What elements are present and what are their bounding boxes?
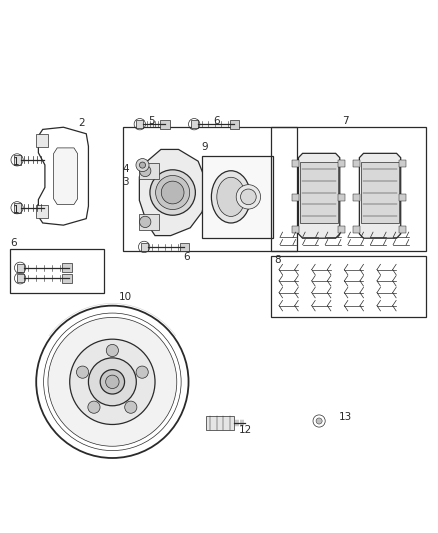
Bar [338, 160, 345, 167]
Circle shape [136, 366, 148, 378]
Circle shape [48, 318, 177, 446]
Bar [399, 160, 406, 167]
Ellipse shape [217, 177, 245, 216]
Bar [230, 120, 240, 128]
Bar [17, 264, 24, 272]
Circle shape [139, 162, 145, 168]
Ellipse shape [212, 171, 251, 223]
Bar [180, 243, 189, 251]
Text: 1: 1 [13, 205, 20, 215]
Circle shape [136, 158, 149, 172]
Bar [353, 160, 360, 167]
Polygon shape [14, 203, 21, 213]
Bar [123, 127, 297, 251]
Bar [292, 160, 299, 167]
Polygon shape [298, 154, 340, 238]
Polygon shape [14, 155, 21, 165]
Bar [271, 256, 426, 317]
Circle shape [88, 358, 136, 406]
Circle shape [240, 189, 256, 205]
Bar [399, 194, 406, 201]
Circle shape [140, 216, 151, 228]
Bar [10, 249, 104, 293]
Bar [338, 194, 345, 201]
Text: 6: 6 [10, 238, 17, 248]
Bar [191, 120, 198, 128]
Circle shape [125, 401, 137, 413]
Bar [271, 127, 426, 251]
Circle shape [106, 375, 119, 389]
Polygon shape [139, 149, 206, 236]
Polygon shape [53, 148, 78, 205]
Circle shape [316, 418, 322, 424]
Text: 6: 6 [183, 252, 190, 262]
Bar [160, 120, 170, 128]
Bar [62, 274, 72, 282]
Bar [353, 225, 360, 232]
Circle shape [150, 170, 195, 215]
Text: 7: 7 [342, 116, 349, 126]
Polygon shape [36, 134, 48, 147]
Text: 8: 8 [275, 255, 281, 265]
Polygon shape [36, 205, 48, 219]
Bar [399, 225, 406, 232]
Circle shape [106, 344, 118, 357]
Polygon shape [300, 162, 338, 223]
Text: 3: 3 [122, 176, 129, 187]
Text: 10: 10 [119, 292, 132, 302]
Bar [201, 156, 273, 238]
Bar [136, 120, 143, 128]
Bar [141, 243, 148, 251]
Text: 4: 4 [122, 164, 129, 174]
Text: 12: 12 [238, 425, 252, 435]
Circle shape [100, 370, 124, 394]
Circle shape [140, 165, 151, 176]
Circle shape [236, 184, 261, 209]
Circle shape [155, 175, 190, 209]
Polygon shape [139, 214, 159, 230]
Polygon shape [139, 163, 159, 179]
Bar [292, 225, 299, 232]
Bar [206, 416, 234, 430]
Polygon shape [361, 162, 399, 223]
Text: 5: 5 [148, 116, 155, 126]
Circle shape [161, 181, 184, 204]
Text: 1: 1 [13, 157, 20, 167]
Text: 13: 13 [339, 411, 352, 422]
Bar [62, 263, 72, 272]
Bar [338, 225, 345, 232]
Text: 2: 2 [78, 118, 85, 128]
Circle shape [77, 366, 88, 378]
Bar [17, 274, 24, 282]
Polygon shape [359, 154, 401, 238]
Text: 6: 6 [213, 116, 220, 126]
Text: 9: 9 [202, 142, 208, 152]
Circle shape [88, 401, 100, 413]
Circle shape [70, 339, 155, 424]
Bar [292, 194, 299, 201]
Bar [353, 194, 360, 201]
